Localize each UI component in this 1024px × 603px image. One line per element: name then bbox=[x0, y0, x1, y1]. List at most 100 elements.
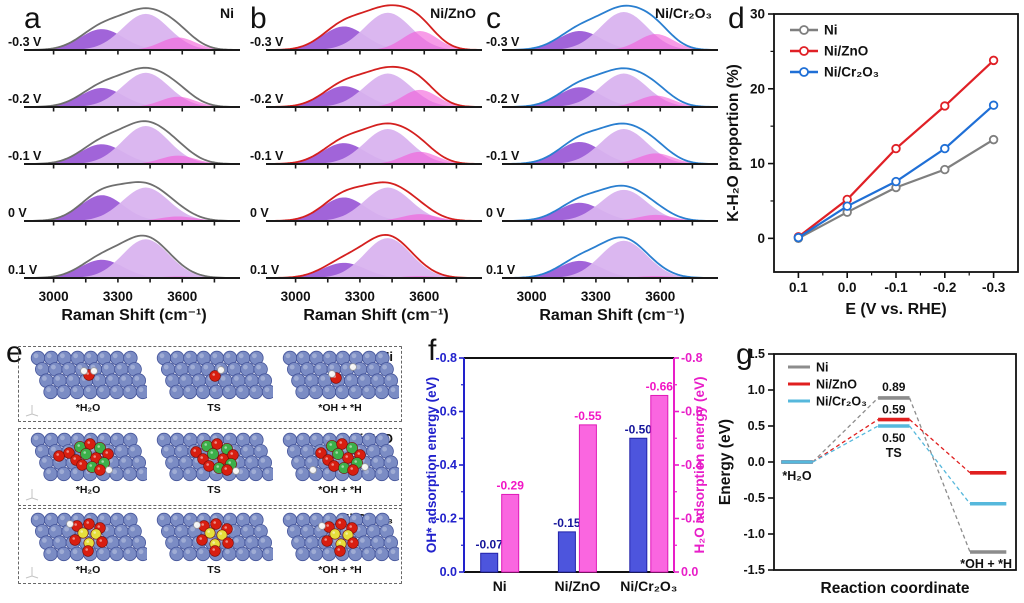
h2o-bar-value: -0.66 bbox=[646, 379, 674, 393]
peak-2 bbox=[508, 240, 716, 278]
y-tick-label: -1.0 bbox=[743, 527, 765, 541]
x-axis-title: Raman Shift (cm⁻¹) bbox=[303, 307, 448, 324]
panel-c-label: c bbox=[486, 2, 501, 35]
category-label: Ni/ZnO bbox=[554, 578, 600, 594]
peak-1 bbox=[272, 26, 480, 50]
right-tick-label: 0.0 bbox=[681, 565, 698, 579]
category-label: Ni/Cr₂O₃ bbox=[620, 578, 677, 594]
envelope-curve bbox=[507, 4, 714, 51]
panel-f-bar-chart: -0.8 -0.8 -0.6 -0.6 -0.4 -0.4 -0.2 -0.2 0.0 0.0 -0… bbox=[424, 332, 712, 603]
lattice-model bbox=[30, 350, 147, 400]
atom-H bbox=[232, 467, 240, 475]
connector bbox=[812, 418, 879, 463]
peak-2 bbox=[272, 187, 480, 221]
peak-1 bbox=[272, 86, 480, 107]
right-tick-label: -0.4 bbox=[681, 458, 703, 472]
structure-cell-Ni/ZnO-2: TS bbox=[155, 432, 273, 496]
data-point bbox=[940, 164, 950, 175]
x-axis-title: E (V vs. RHE) bbox=[845, 301, 946, 318]
panel-d-plot: 0 10 20 30 0.1 0.0 -0.1 -0.2 -0.3 Ni Ni/ZnO Ni/Cr₂O… bbox=[725, 7, 1019, 318]
panel-f-plot: -0.8 -0.8 -0.6 -0.6 -0.4 -0.4 -0.2 -0.2 0.0 0.0 -0… bbox=[424, 351, 707, 594]
panel-c-x-axis: 3000 3300 3600 Raman Shift (cm⁻¹) bbox=[517, 289, 685, 324]
left-tick-label: 0.0 bbox=[440, 565, 457, 579]
envelope-curve bbox=[507, 236, 714, 279]
panel-c-spectrum-5: 0.1 V bbox=[486, 236, 718, 283]
peak-3 bbox=[272, 31, 480, 50]
panel-b-label: b bbox=[250, 2, 267, 35]
legend-label: Ni/Cr₂O₃ bbox=[824, 65, 879, 80]
legend-item-Ni: Ni bbox=[788, 361, 829, 375]
atom-H bbox=[361, 463, 369, 471]
panel-g-label: g bbox=[736, 338, 753, 371]
peak-1 bbox=[30, 29, 238, 50]
left-tick-label: -0.2 bbox=[435, 512, 457, 526]
atom-O bbox=[76, 459, 88, 471]
envelope-curve bbox=[271, 122, 478, 165]
legend-item-Ni/ZnO: Ni/ZnO bbox=[790, 44, 868, 59]
peak-2 bbox=[30, 72, 238, 107]
panel-c-spectrum-4: 0 V bbox=[486, 184, 718, 226]
atom-O bbox=[211, 438, 223, 450]
oh-bar-value: -0.50 bbox=[625, 422, 653, 436]
x-tick-label: 3000 bbox=[517, 289, 547, 304]
envelope-curve bbox=[271, 233, 478, 279]
lattice-model bbox=[30, 512, 147, 562]
data-point bbox=[842, 201, 852, 211]
atom-O bbox=[209, 545, 221, 557]
atom-O bbox=[210, 518, 222, 530]
series-Ni/ZnO bbox=[793, 55, 999, 242]
envelope-curve bbox=[29, 66, 236, 108]
connector bbox=[812, 397, 879, 463]
left-axis-title: OH* adsorption energy (eV) bbox=[424, 377, 439, 553]
axes-icon bbox=[25, 567, 39, 579]
atom-Cr bbox=[216, 529, 228, 541]
panel-d-line-chart: 0 10 20 30 0.1 0.0 -0.1 -0.2 -0.3 Ni Ni/ZnO Ni/Cr₂O… bbox=[722, 0, 1024, 326]
atom-Cr bbox=[90, 528, 102, 540]
atom-O bbox=[328, 460, 340, 472]
envelope-curve bbox=[271, 4, 478, 51]
atom-H bbox=[80, 367, 88, 375]
atom-H bbox=[217, 366, 225, 374]
atom-O bbox=[347, 537, 359, 549]
legend-label: Ni/ZnO bbox=[816, 378, 857, 392]
peak-2 bbox=[508, 129, 716, 164]
voltage-label: 0 V bbox=[250, 206, 269, 220]
atom-H bbox=[90, 367, 98, 375]
series-Ni bbox=[793, 134, 999, 244]
atom-O bbox=[196, 534, 208, 546]
atom-Zn bbox=[207, 448, 219, 460]
atom-O bbox=[336, 438, 348, 450]
peak-3 bbox=[508, 214, 716, 221]
panel-a-x-axis: 3000 3300 3600 Raman Shift (cm⁻¹) bbox=[39, 289, 207, 324]
oh-bar-value: -0.07 bbox=[476, 537, 504, 551]
y-axis-title: K-H₂O proportion (%) bbox=[725, 64, 742, 222]
peak-1 bbox=[272, 262, 480, 278]
panel-a-spectrum-1: -0.3 V Ni bbox=[8, 5, 240, 55]
peak-3 bbox=[30, 96, 238, 107]
peak-3 bbox=[272, 151, 480, 164]
legend-label: Ni/ZnO bbox=[824, 44, 868, 59]
peak-1 bbox=[30, 195, 238, 221]
panel-title: Ni/Cr₂O₃ bbox=[655, 5, 712, 21]
panel-a-raman-chart: -0.3 V Ni -0.2 V -0.1 V 0 V 0.1 V 3000 3300 3600… bbox=[4, 2, 242, 328]
atom-O bbox=[347, 464, 359, 476]
voltage-label: -0.2 V bbox=[250, 92, 284, 106]
atom-Cr bbox=[77, 527, 89, 539]
peak-2 bbox=[508, 73, 716, 107]
x-axis-title: Reaction coordinate bbox=[821, 580, 970, 597]
legend-label: Ni bbox=[816, 361, 829, 375]
y-tick-label: 0 bbox=[757, 231, 765, 246]
oh-bar-value: -0.15 bbox=[553, 516, 581, 530]
structure-caption: TS bbox=[207, 402, 221, 414]
panel-b-spectrum-1: -0.3 V Ni/ZnO bbox=[250, 4, 482, 55]
structure-cell-Ni/Cr₂O₃-1: *H₂O bbox=[29, 512, 147, 576]
envelope-curve bbox=[507, 67, 714, 108]
atom-O bbox=[190, 446, 202, 458]
peak-1 bbox=[272, 197, 480, 221]
y-axis-title: Energy (eV) bbox=[717, 419, 734, 505]
atom-H bbox=[193, 521, 201, 529]
x-tick-label: 0.0 bbox=[838, 280, 857, 295]
voltage-label: -0.3 V bbox=[250, 35, 284, 49]
structure-cell-Ni-1: *H₂O bbox=[29, 350, 147, 414]
x-tick-label: 3000 bbox=[281, 289, 311, 304]
